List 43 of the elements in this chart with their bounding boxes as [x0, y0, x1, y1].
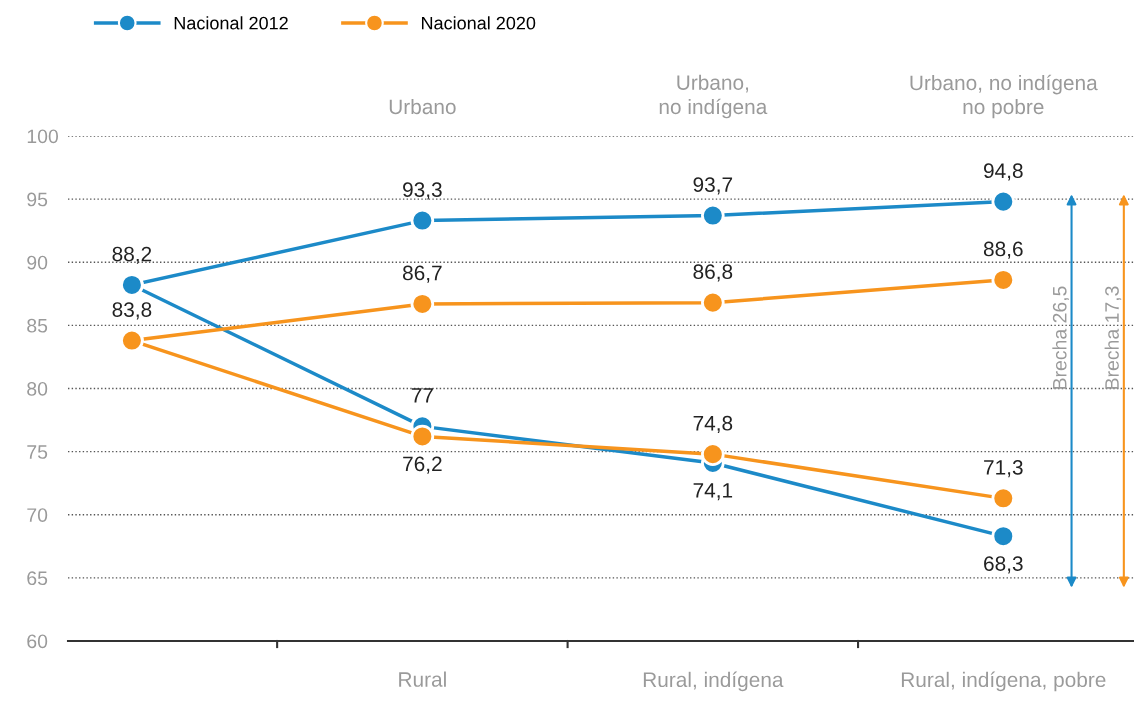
y-tick-label: 95 — [27, 192, 48, 207]
y-tick-label: 85 — [27, 318, 48, 333]
point — [410, 424, 435, 449]
point — [991, 524, 1016, 549]
y-tick-label: 65 — [27, 571, 48, 586]
data-label: 71,3 — [984, 460, 1023, 478]
y-tick-label: 60 — [27, 634, 48, 649]
data-label: 76,2 — [403, 456, 442, 474]
x-tick-label: Rural — [399, 671, 446, 687]
data-label: 68,3 — [984, 556, 1023, 574]
point — [991, 486, 1016, 511]
data-label: 88,6 — [983, 241, 1023, 259]
point — [991, 189, 1016, 214]
y-tick-label: 80 — [27, 381, 48, 396]
data-label: 74,8 — [693, 415, 733, 434]
data-label: 88,2 — [112, 246, 152, 264]
data-label: 86,8 — [693, 264, 733, 282]
legend-label: Nacional 2020 — [421, 16, 536, 30]
data-label: 77 — [411, 388, 433, 403]
y-tick-label: 100 — [27, 129, 59, 144]
x-tick-label: Rural, indígena, pobre — [901, 671, 1106, 692]
data-label: 93,7 — [693, 177, 733, 195]
text: Urbano, no indígena — [659, 74, 768, 119]
point — [701, 290, 725, 315]
point — [701, 203, 725, 228]
data-label: 93,3 — [403, 182, 442, 200]
x-tick-label: Rural, indígena — [643, 671, 784, 692]
data-label: 94,8 — [984, 163, 1023, 181]
y-tick-label: 70 — [27, 508, 48, 522]
legend-label: Nacional 2012 — [174, 16, 288, 30]
y-tick-label: 75 — [27, 445, 48, 459]
text: Urbano — [389, 98, 456, 115]
annotation: Brecha 26,5 — [1052, 286, 1069, 389]
point — [410, 208, 435, 233]
data-label: 74,1 — [693, 483, 733, 501]
point — [991, 268, 1016, 292]
data-label: 83,8 — [112, 302, 152, 320]
data-label: 86,7 — [403, 265, 442, 283]
text: Urbano, no indígena no pobre — [910, 74, 1098, 119]
point — [410, 292, 435, 316]
annotation: Brecha 17,3 — [1104, 286, 1122, 389]
y-tick-label: 90 — [27, 255, 48, 270]
point — [701, 442, 725, 466]
